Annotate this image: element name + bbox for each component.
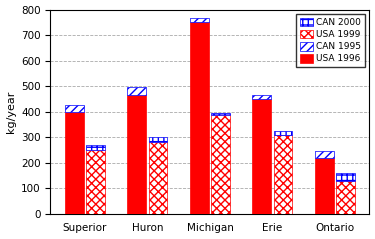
Bar <box>128 95 146 214</box>
Bar <box>128 87 146 95</box>
Bar <box>252 99 271 214</box>
Bar <box>86 145 105 150</box>
Bar <box>65 112 84 214</box>
Bar <box>211 115 230 214</box>
Bar <box>190 18 209 22</box>
Bar <box>315 151 334 158</box>
Bar <box>86 150 105 214</box>
Bar <box>336 180 355 214</box>
Bar <box>65 105 84 112</box>
Bar <box>149 137 168 142</box>
Bar <box>190 22 209 214</box>
Bar <box>274 131 292 135</box>
Bar <box>274 135 292 214</box>
Bar <box>211 113 230 115</box>
Legend: CAN 2000, USA 1999, CAN 1995, USA 1996: CAN 2000, USA 1999, CAN 1995, USA 1996 <box>297 14 365 67</box>
Bar <box>149 142 168 214</box>
Bar <box>252 95 271 99</box>
Y-axis label: kg/year: kg/year <box>6 90 15 133</box>
Bar <box>336 173 355 180</box>
Bar <box>315 158 334 214</box>
